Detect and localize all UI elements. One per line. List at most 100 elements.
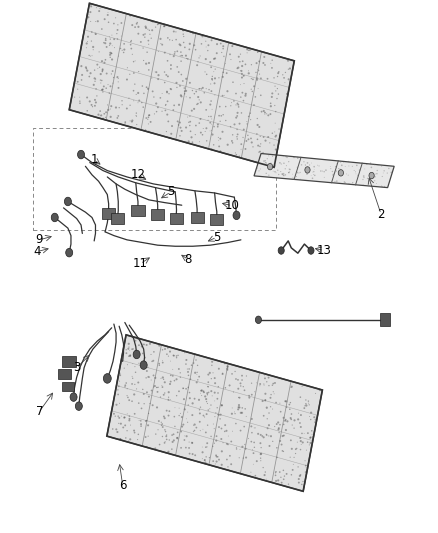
Point	[260, 411, 267, 420]
Point	[239, 372, 246, 380]
Point	[109, 42, 116, 50]
Point	[272, 477, 279, 485]
Point	[263, 159, 270, 167]
Point	[294, 163, 301, 172]
Point	[212, 74, 219, 83]
Point	[205, 378, 212, 386]
Point	[191, 104, 198, 113]
Point	[333, 167, 340, 175]
Point	[224, 362, 231, 371]
FancyBboxPatch shape	[210, 214, 223, 225]
Point	[203, 395, 210, 403]
Point	[243, 136, 250, 145]
Point	[202, 458, 209, 467]
Point	[178, 127, 185, 135]
Point	[267, 102, 274, 110]
Point	[161, 378, 168, 386]
Point	[285, 65, 292, 74]
Point	[115, 84, 122, 92]
Point	[91, 66, 98, 75]
Point	[221, 427, 228, 435]
Point	[253, 457, 260, 465]
Point	[78, 76, 85, 84]
Point	[102, 113, 109, 122]
Point	[131, 390, 138, 399]
Point	[184, 113, 191, 122]
Point	[276, 421, 283, 429]
Point	[220, 52, 227, 61]
Point	[130, 96, 137, 105]
Point	[329, 167, 336, 176]
Point	[199, 425, 206, 433]
Point	[298, 160, 305, 169]
Point	[149, 18, 156, 26]
Point	[196, 409, 203, 418]
Point	[213, 436, 220, 445]
Point	[198, 391, 205, 400]
Point	[360, 172, 367, 180]
Point	[234, 99, 241, 108]
Point	[258, 443, 265, 452]
Point	[295, 415, 302, 424]
Point	[280, 466, 287, 474]
Point	[137, 417, 144, 425]
Point	[236, 401, 243, 409]
Point	[237, 58, 244, 66]
Point	[88, 101, 95, 109]
Point	[198, 386, 205, 395]
Point	[99, 65, 106, 74]
Point	[338, 161, 345, 169]
Point	[208, 401, 215, 409]
Point	[99, 57, 106, 66]
Point	[148, 34, 155, 43]
Point	[229, 427, 236, 435]
Point	[134, 99, 141, 107]
Point	[309, 174, 316, 182]
Point	[74, 85, 81, 93]
Point	[143, 443, 150, 451]
Point	[349, 162, 356, 171]
Point	[109, 55, 116, 64]
Point	[252, 424, 259, 432]
Point	[248, 429, 255, 437]
Point	[122, 119, 129, 127]
Point	[159, 423, 166, 431]
Point	[104, 101, 111, 109]
Point	[208, 358, 215, 366]
Point	[374, 161, 381, 169]
Point	[159, 432, 166, 441]
Point	[237, 382, 244, 390]
Point	[260, 379, 267, 388]
Point	[228, 460, 235, 469]
Point	[229, 139, 236, 147]
Point	[281, 78, 288, 87]
Point	[167, 395, 174, 403]
Point	[146, 30, 153, 38]
Point	[269, 381, 276, 390]
Point	[240, 71, 247, 80]
Point	[288, 382, 295, 391]
Point	[124, 393, 131, 402]
Point	[199, 32, 206, 41]
Point	[283, 403, 290, 411]
Point	[213, 457, 220, 466]
Point	[96, 63, 103, 71]
Point	[174, 47, 181, 55]
Point	[133, 112, 140, 120]
Point	[204, 382, 211, 391]
Point	[181, 436, 188, 445]
Point	[203, 136, 210, 145]
Point	[134, 435, 141, 444]
Point	[262, 468, 269, 477]
Point	[183, 54, 190, 63]
Point	[287, 414, 294, 422]
Point	[214, 453, 221, 461]
Point	[169, 365, 176, 374]
Point	[121, 364, 128, 373]
Point	[238, 109, 245, 117]
Point	[257, 379, 264, 388]
Point	[186, 438, 193, 446]
Point	[146, 111, 153, 119]
Point	[306, 401, 313, 409]
Point	[215, 136, 222, 144]
